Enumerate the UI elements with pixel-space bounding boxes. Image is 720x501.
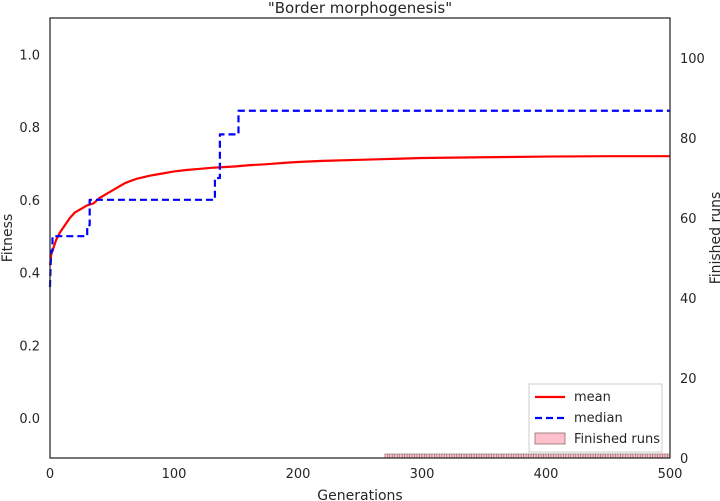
x-tick-label: 400: [534, 467, 559, 482]
y-tick-label: 0.2: [19, 339, 40, 354]
y2-tick-label: 20: [680, 372, 697, 387]
y-axis-ticks: 0.0 0.2 0.4 0.6 0.8 1.0: [19, 48, 40, 427]
y-tick-label: 0.8: [19, 121, 40, 136]
y2-tick-label: 100: [680, 52, 705, 67]
x-axis-ticks: 0 100 200 300 400 500: [46, 467, 683, 482]
y2-axis-ticks: 0 20 40 60 80 100: [680, 52, 705, 467]
x-tick-label: 300: [410, 467, 435, 482]
y2-tick-label: 0: [680, 452, 688, 467]
y-axis-label: Fitness: [0, 214, 16, 263]
y-tick-label: 0.6: [19, 194, 40, 209]
x-tick-label: 500: [658, 467, 683, 482]
y-tick-label: 1.0: [19, 48, 40, 63]
x-tick-label: 100: [162, 467, 187, 482]
y2-axis-label: Finished runs: [708, 192, 720, 285]
legend-finished-swatch: [534, 432, 566, 445]
y2-tick-label: 80: [680, 132, 697, 147]
finished-runs-bars: [384, 453, 671, 459]
legend-median-label: median: [574, 411, 623, 426]
mean-line: [48, 155, 670, 266]
y-tick-label: 0.4: [19, 267, 40, 282]
legend-mean-label: mean: [574, 390, 611, 405]
chart-title: "Border morphogenesis": [268, 0, 452, 17]
plot-frame: [49, 17, 671, 459]
legend-finished-label: Finished runs: [574, 432, 660, 447]
median-line: [48, 109, 670, 288]
x-tick-label: 0: [46, 467, 54, 482]
y2-tick-label: 60: [680, 212, 697, 227]
legend: mean median Finished runs: [528, 383, 663, 453]
y2-tick-label: 40: [680, 292, 697, 307]
x-axis-label: Generations: [317, 488, 402, 501]
plot-area: [48, 109, 671, 459]
x-tick-label: 200: [286, 467, 311, 482]
y-tick-label: 0.0: [19, 412, 40, 427]
